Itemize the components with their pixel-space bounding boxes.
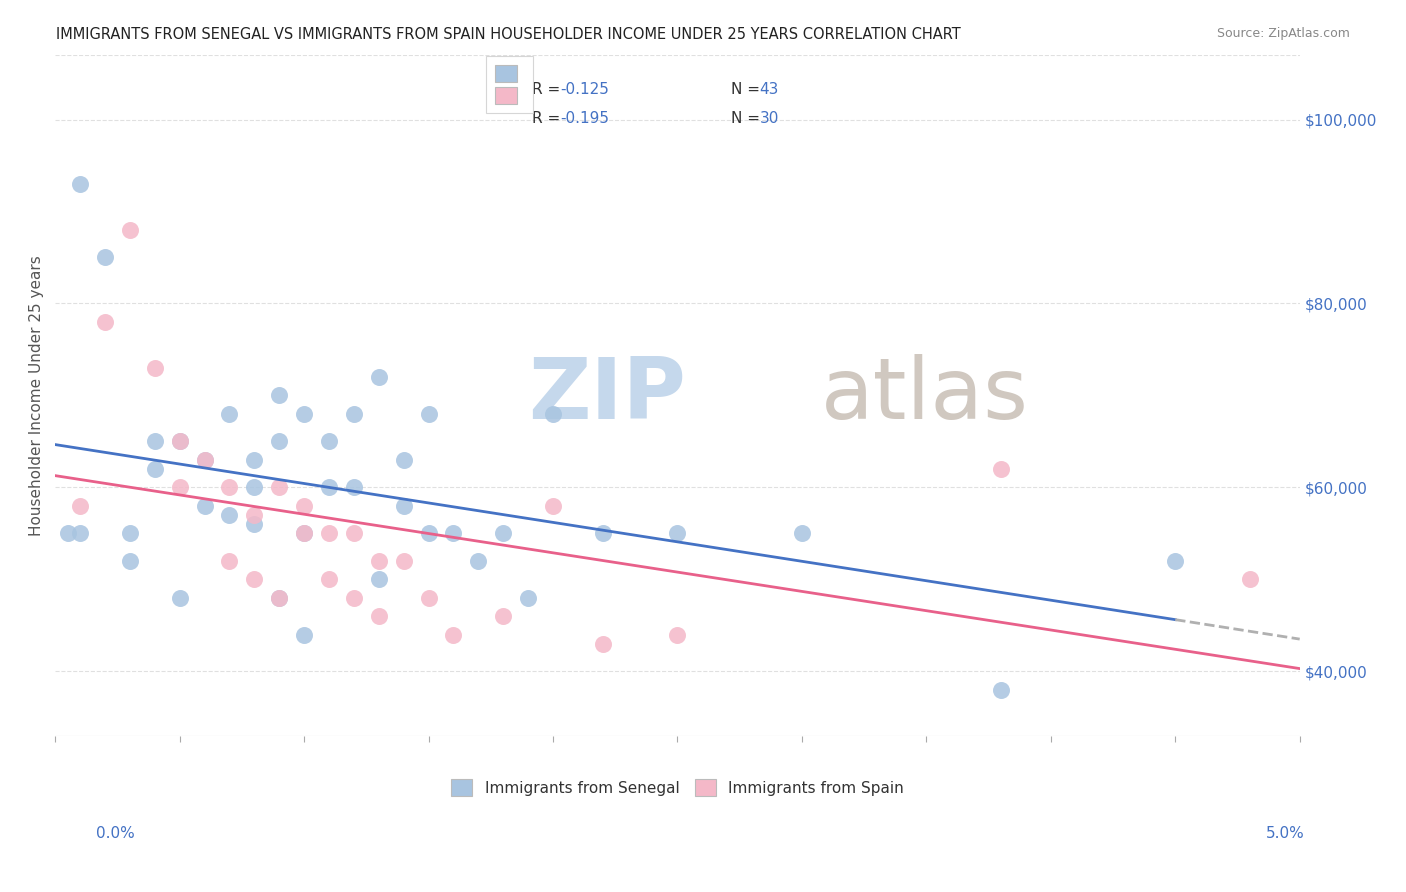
Point — [243, 517, 266, 532]
Point — [193, 452, 215, 467]
Point — [343, 407, 366, 421]
Point — [143, 434, 166, 449]
Point — [318, 434, 340, 449]
Point — [69, 177, 91, 191]
Point — [218, 508, 240, 522]
Y-axis label: Householder Income Under 25 years: Householder Income Under 25 years — [30, 255, 44, 536]
Point — [118, 526, 141, 541]
Point — [292, 407, 315, 421]
Point — [666, 526, 689, 541]
Point — [292, 627, 315, 641]
Point — [990, 682, 1012, 697]
Point — [392, 452, 415, 467]
Point — [69, 499, 91, 513]
Point — [1164, 554, 1187, 568]
Point — [269, 591, 291, 605]
Point — [169, 434, 191, 449]
Point — [392, 499, 415, 513]
Point — [392, 554, 415, 568]
Point — [218, 554, 240, 568]
Point — [118, 554, 141, 568]
Text: atlas: atlas — [821, 354, 1029, 437]
Text: 43: 43 — [759, 82, 779, 97]
Point — [343, 480, 366, 494]
Text: N =: N = — [731, 82, 765, 97]
Point — [243, 572, 266, 586]
Point — [243, 452, 266, 467]
Point — [218, 480, 240, 494]
Point — [467, 554, 489, 568]
Text: IMMIGRANTS FROM SENEGAL VS IMMIGRANTS FROM SPAIN HOUSEHOLDER INCOME UNDER 25 YEA: IMMIGRANTS FROM SENEGAL VS IMMIGRANTS FR… — [56, 27, 960, 42]
Point — [243, 480, 266, 494]
Point — [169, 434, 191, 449]
Text: R =: R = — [531, 82, 565, 97]
Point — [318, 526, 340, 541]
Point — [318, 480, 340, 494]
Point — [292, 499, 315, 513]
Point — [318, 572, 340, 586]
Point — [666, 627, 689, 641]
Point — [269, 388, 291, 402]
Point — [1239, 572, 1261, 586]
Point — [143, 462, 166, 476]
Point — [541, 499, 564, 513]
Point — [441, 526, 464, 541]
Point — [492, 526, 515, 541]
Text: R =: R = — [531, 111, 565, 126]
Text: Source: ZipAtlas.com: Source: ZipAtlas.com — [1216, 27, 1350, 40]
Point — [592, 637, 614, 651]
Point — [118, 223, 141, 237]
Point — [367, 572, 389, 586]
Legend: Immigrants from Senegal, Immigrants from Spain: Immigrants from Senegal, Immigrants from… — [451, 780, 904, 796]
Point — [56, 526, 79, 541]
Text: 30: 30 — [759, 111, 779, 126]
Point — [990, 462, 1012, 476]
Text: N =: N = — [731, 111, 765, 126]
Text: -0.195: -0.195 — [561, 111, 609, 126]
Point — [292, 526, 315, 541]
Point — [343, 526, 366, 541]
Point — [169, 480, 191, 494]
Point — [243, 508, 266, 522]
Point — [367, 554, 389, 568]
Point — [592, 526, 614, 541]
Point — [269, 591, 291, 605]
Point — [292, 526, 315, 541]
Point — [418, 591, 440, 605]
Point — [418, 526, 440, 541]
Point — [367, 609, 389, 624]
Point — [69, 526, 91, 541]
Text: 0.0%: 0.0% — [96, 826, 135, 840]
Point — [193, 452, 215, 467]
Point — [517, 591, 540, 605]
Point — [492, 609, 515, 624]
Text: -0.125: -0.125 — [561, 82, 609, 97]
Point — [418, 407, 440, 421]
Point — [441, 627, 464, 641]
Point — [94, 251, 117, 265]
Point — [790, 526, 813, 541]
Point — [541, 407, 564, 421]
Point — [269, 480, 291, 494]
Point — [218, 407, 240, 421]
Point — [343, 591, 366, 605]
Point — [367, 370, 389, 384]
Point — [193, 499, 215, 513]
Text: ZIP: ZIP — [529, 354, 686, 437]
Point — [143, 360, 166, 375]
Text: 5.0%: 5.0% — [1265, 826, 1305, 840]
Point — [269, 434, 291, 449]
Point — [94, 315, 117, 329]
Point — [169, 591, 191, 605]
